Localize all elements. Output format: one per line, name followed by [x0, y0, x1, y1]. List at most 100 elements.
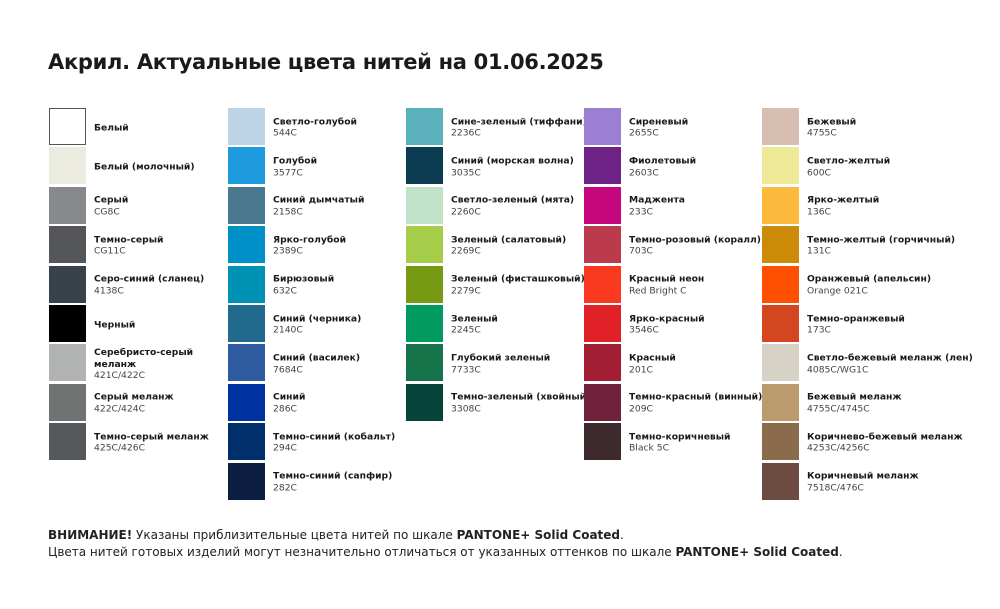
- color-swatch: [584, 147, 621, 185]
- color-name: Серо-синий (сланец): [94, 273, 205, 285]
- pantone-code: 173C: [807, 324, 831, 336]
- pantone-code: Red Bright C: [629, 285, 687, 297]
- color-swatch: [762, 186, 799, 224]
- pantone-code: 136C: [807, 206, 831, 218]
- color-swatch: [584, 383, 621, 421]
- pantone-code: 7518C/476C: [807, 482, 864, 494]
- color-name: Красный неон: [629, 273, 705, 285]
- color-label: Светло-голубой 544C: [273, 116, 413, 139]
- color-name: Белый (молочный): [94, 161, 195, 173]
- color-label: Синий (морская волна) 3035C: [451, 156, 591, 179]
- color-name: Сине-зеленый (тиффани): [451, 116, 587, 128]
- color-swatch: [584, 344, 621, 382]
- color-name: Голубой: [273, 155, 318, 167]
- color-label: Маджента 233C: [629, 195, 769, 218]
- pantone-code: 600C: [807, 167, 831, 179]
- pantone-code: 422C/424C: [94, 403, 145, 415]
- color-name: Синий (морская волна): [451, 155, 574, 167]
- color-swatch: [406, 265, 443, 303]
- color-swatch: [762, 383, 799, 421]
- pantone-code: CG11C: [94, 245, 126, 257]
- color-name: Синий (василек): [273, 352, 361, 364]
- color-label: Темно-оранжевый 173C: [807, 313, 947, 336]
- pantone-code: 2603C: [629, 167, 659, 179]
- color-name: Бежевый меланж: [807, 391, 902, 403]
- color-label: Темно-синий (кобальт) 294C: [273, 431, 413, 454]
- color-swatch: [228, 462, 265, 500]
- color-name: Зеленый: [451, 313, 498, 325]
- pantone-code: 2389C: [273, 245, 303, 257]
- color-swatch: [49, 423, 86, 461]
- color-name: Ярко-голубой: [273, 234, 347, 246]
- color-label: Коричнево-бежевый меланж 4253C/4256C: [807, 431, 963, 454]
- color-swatch: [49, 344, 86, 382]
- color-swatch: [584, 108, 621, 145]
- color-name: Темно-красный (винный): [629, 391, 763, 403]
- color-name: Темно-серый: [94, 234, 164, 246]
- color-name: Темно-синий (сапфир): [273, 470, 393, 482]
- color-label: Синий 286C: [273, 392, 413, 415]
- color-label: Темно-серый CG11C: [94, 234, 234, 257]
- pantone-code: 2236C: [451, 127, 481, 139]
- pantone-code: 233C: [629, 206, 653, 218]
- color-name: Темно-желтый (горчичный): [807, 234, 956, 246]
- pantone-code: 2245C: [451, 324, 481, 336]
- color-name: Ярко-красный: [629, 313, 705, 325]
- color-label: Бирюзовый 632C: [273, 274, 413, 297]
- color-name: Маджента: [629, 194, 686, 206]
- color-label: Серо-синий (сланец) 4138C: [94, 274, 234, 297]
- color-label: Белый: [94, 122, 234, 134]
- color-name: Ярко-желтый: [807, 194, 880, 206]
- pantone-code: 2260C: [451, 206, 481, 218]
- pantone-code: 632C: [273, 285, 297, 297]
- color-label: Темно-синий (сапфир) 282C: [273, 471, 413, 494]
- color-label: Серый меланж 422C/424C: [94, 392, 234, 415]
- note-text: Указаны приблизительные цвета нитей по ш…: [132, 528, 457, 542]
- note-text: Цвета нитей готовых изделий могут незнач…: [48, 545, 676, 559]
- color-label: Серебристо-серый меланж 421C/422C: [94, 347, 234, 382]
- color-swatch: [228, 344, 265, 382]
- color-swatch: [406, 344, 443, 382]
- color-swatch: [584, 186, 621, 224]
- color-swatch: [584, 304, 621, 342]
- pantone-code: 294C: [273, 442, 297, 454]
- color-label: Зеленый (салатовый) 2269C: [451, 234, 591, 257]
- color-label: Ярко-красный 3546C: [629, 313, 769, 336]
- color-swatch: [49, 186, 86, 224]
- color-swatch: [228, 226, 265, 264]
- color-label: Синий (василек) 7684C: [273, 353, 413, 376]
- color-label: Голубой 3577C: [273, 156, 413, 179]
- color-name: Зеленый (салатовый): [451, 234, 567, 246]
- color-swatch: [406, 108, 443, 145]
- pantone-code: 7684C: [273, 364, 303, 376]
- color-swatch: [49, 147, 86, 185]
- color-swatch: [584, 265, 621, 303]
- color-name: Темно-зеленый (хвойный): [451, 391, 591, 403]
- color-name: Темно-оранжевый: [807, 313, 905, 325]
- color-swatch: [49, 383, 86, 421]
- page-title: Акрил. Актуальные цвета нитей на 01.06.2…: [48, 50, 604, 74]
- pantone-code: 4755C: [807, 127, 837, 139]
- pantone-code: CG8C: [94, 206, 120, 218]
- color-swatch: [762, 462, 799, 500]
- pantone-code: 2655C: [629, 127, 659, 139]
- color-swatch: [762, 226, 799, 264]
- color-name: Синий (черника): [273, 313, 362, 325]
- color-label: Темно-серый меланж 425C/426C: [94, 431, 234, 454]
- color-name: Синий дымчатый: [273, 194, 365, 206]
- pantone-scale: PANTONE+ Solid Coated: [456, 528, 621, 542]
- color-label: Зеленый 2245C: [451, 313, 591, 336]
- color-swatch: [406, 304, 443, 342]
- color-name: Коричнево-бежевый меланж: [807, 431, 963, 443]
- color-label: Ярко-голубой 2389C: [273, 234, 413, 257]
- color-swatch: [762, 304, 799, 342]
- color-name: Синий: [273, 391, 306, 403]
- color-name: Темно-синий (кобальт): [273, 431, 396, 443]
- pantone-code: 201C: [629, 364, 653, 376]
- color-swatch: [49, 108, 86, 145]
- color-label: Светло-бежевый меланж (лен) 4085C/WG1C: [807, 353, 973, 376]
- color-label: Бежевый меланж 4755C/4745C: [807, 392, 947, 415]
- color-name: Сиреневый: [629, 116, 689, 128]
- color-swatch: [762, 265, 799, 303]
- color-name: Серый: [94, 194, 129, 206]
